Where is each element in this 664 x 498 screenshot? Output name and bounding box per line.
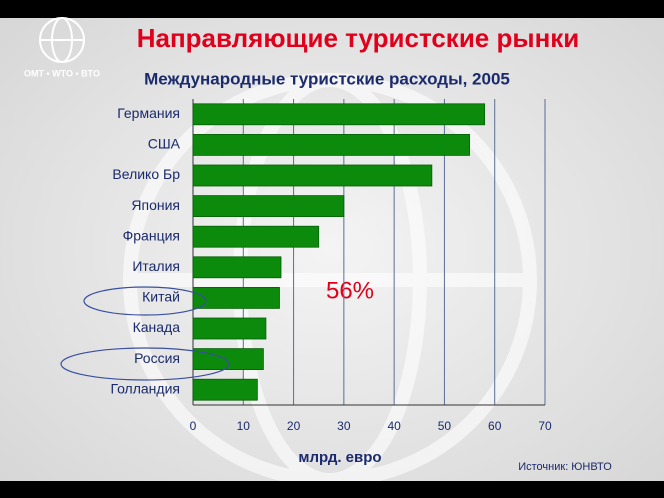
x-tick-label: 40 <box>387 419 401 433</box>
y-tick-label: Голландия <box>110 380 180 396</box>
x-tick-label: 20 <box>287 419 301 433</box>
y-tick-label: Велико Бр <box>112 166 180 182</box>
bar <box>192 317 267 340</box>
top-band <box>0 0 664 18</box>
x-axis-label: млрд. евро <box>298 449 381 466</box>
x-tick-label: 50 <box>438 419 452 433</box>
y-tick-label: Китай <box>142 289 180 305</box>
bar <box>192 225 320 248</box>
x-tick-label: 70 <box>538 419 552 433</box>
y-tick-label: США <box>148 136 181 152</box>
y-tick-label: Япония <box>131 197 180 213</box>
bar <box>192 133 470 156</box>
x-tick-label: 60 <box>488 419 502 433</box>
source: Источник: ЮНВТО <box>518 461 612 473</box>
bar <box>192 256 282 279</box>
logo-text: OMT • WTO • BTO <box>24 68 100 78</box>
chart-subtitle: Международные туристские расходы, 2005 <box>144 69 510 88</box>
highlight-ellipses <box>60 286 230 381</box>
x-tick-label: 10 <box>237 419 251 433</box>
y-tick-label: Франция <box>123 227 180 243</box>
bar <box>192 195 345 218</box>
bar <box>192 164 433 187</box>
slide-title: Направляющие туристские рынки <box>137 23 580 53</box>
bar <box>192 378 258 401</box>
bottom-band <box>0 481 664 498</box>
x-tick-label: 0 <box>190 419 197 433</box>
bar <box>192 103 486 126</box>
y-tick-label: Италия <box>132 258 180 274</box>
plot: 0 10 20 30 40 50 60 70 Германия США Велико Бр Япони… <box>110 99 552 433</box>
logo-globe <box>39 17 85 63</box>
y-tick-label: Канада <box>133 319 181 335</box>
annotation: 56% <box>326 277 374 304</box>
y-tick-label: Россия <box>134 350 180 366</box>
bar <box>192 286 280 309</box>
x-tick-label: 30 <box>337 419 351 433</box>
y-tick-label: Германия <box>117 105 180 121</box>
globe-watermark <box>123 73 537 487</box>
